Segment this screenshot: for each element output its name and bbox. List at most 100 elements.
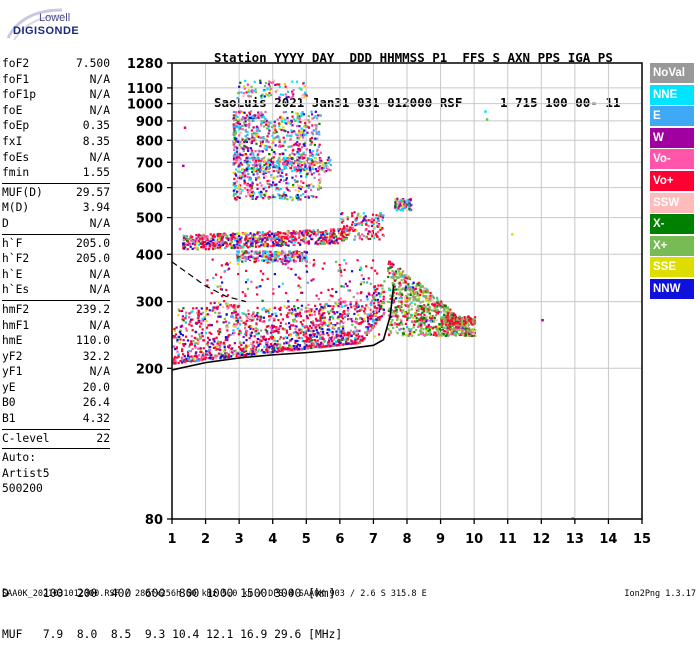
echo-point [244, 124, 246, 126]
echo-point [225, 321, 227, 323]
echo-point [408, 309, 410, 311]
echo-point [255, 333, 257, 335]
echo-point [383, 291, 385, 293]
echo-point [249, 320, 251, 322]
echo-point [301, 258, 303, 260]
echo-point [404, 330, 406, 332]
echo-point [398, 205, 400, 207]
echo-point [286, 134, 288, 136]
echo-point [353, 342, 355, 344]
echo-point [246, 114, 248, 116]
echo-point [406, 203, 408, 205]
echo-point [283, 342, 285, 344]
echo-point [314, 339, 316, 341]
echo-point [252, 197, 254, 199]
echo-point [255, 246, 257, 248]
echo-point [396, 326, 398, 328]
echo-point [315, 320, 317, 322]
echo-point [250, 348, 252, 350]
echo-point [272, 196, 274, 198]
echo-point [317, 114, 319, 116]
echo-point [269, 251, 271, 253]
echo-point [324, 233, 326, 235]
echo-point [241, 154, 243, 156]
echo-point [427, 304, 429, 306]
echo-point [264, 241, 266, 243]
echo-point [252, 251, 254, 253]
echo-point [279, 244, 281, 246]
echo-point [333, 241, 335, 243]
echo-point [299, 185, 301, 187]
echo-point [303, 239, 305, 241]
echo-point [173, 328, 175, 330]
echo-point [232, 306, 234, 308]
echo-point [264, 250, 266, 252]
echo-point [296, 125, 298, 127]
echo-point [310, 308, 312, 310]
echo-point [468, 324, 470, 326]
echo-point [191, 310, 193, 312]
echo-point [425, 299, 427, 301]
echo-point [218, 333, 220, 335]
echo-point [401, 202, 403, 204]
echo-point [279, 325, 281, 327]
echo-point [426, 315, 428, 317]
echo-point [311, 327, 313, 329]
echo-point [238, 185, 240, 187]
echo-point [461, 321, 463, 323]
echo-point [412, 321, 414, 323]
echo-point [205, 310, 207, 312]
echo-point [356, 217, 358, 219]
echo-point [391, 319, 393, 321]
echo-point [455, 316, 457, 318]
echo-point [191, 318, 193, 320]
echo-point [182, 334, 184, 336]
echo-point [332, 233, 334, 235]
echo-point [299, 118, 301, 120]
echo-point [357, 338, 359, 340]
echo-point [403, 333, 405, 335]
echo-point [245, 130, 247, 132]
echo-point [231, 316, 233, 318]
echo-point [296, 180, 298, 182]
echo-point [185, 360, 187, 362]
echo-point [421, 307, 423, 309]
echo-point [429, 306, 431, 308]
echo-point [345, 262, 347, 264]
echo-point [183, 247, 185, 249]
echo-point [229, 262, 231, 264]
echo-point [330, 228, 332, 230]
echo-point [343, 238, 345, 240]
echo-point [237, 263, 239, 265]
echo-point [398, 323, 400, 325]
echo-point [346, 225, 348, 227]
echo-point [294, 232, 296, 234]
echo-point [408, 306, 410, 308]
echo-point [353, 313, 355, 315]
echo-point [248, 112, 250, 114]
echo-point [279, 197, 281, 199]
echo-point [276, 187, 278, 189]
echo-point [368, 230, 370, 232]
echo-point [196, 246, 198, 248]
echo-point [185, 321, 187, 323]
echo-point [300, 309, 302, 311]
echo-point [274, 257, 276, 259]
echo-point [309, 149, 311, 151]
echo-point [297, 256, 299, 258]
echo-point [245, 251, 247, 253]
echo-point [357, 314, 359, 316]
echo-point [399, 282, 401, 284]
echo-point [293, 320, 295, 322]
echo-point [410, 329, 412, 331]
echo-point [241, 189, 243, 191]
echo-point [357, 304, 359, 306]
echo-point [243, 180, 245, 182]
echo-point [347, 309, 349, 311]
echo-point [377, 284, 379, 286]
echo-point [237, 177, 239, 179]
echo-point [303, 230, 305, 232]
echo-point [181, 310, 183, 312]
echo-point [311, 113, 313, 115]
echo-point [282, 263, 284, 265]
